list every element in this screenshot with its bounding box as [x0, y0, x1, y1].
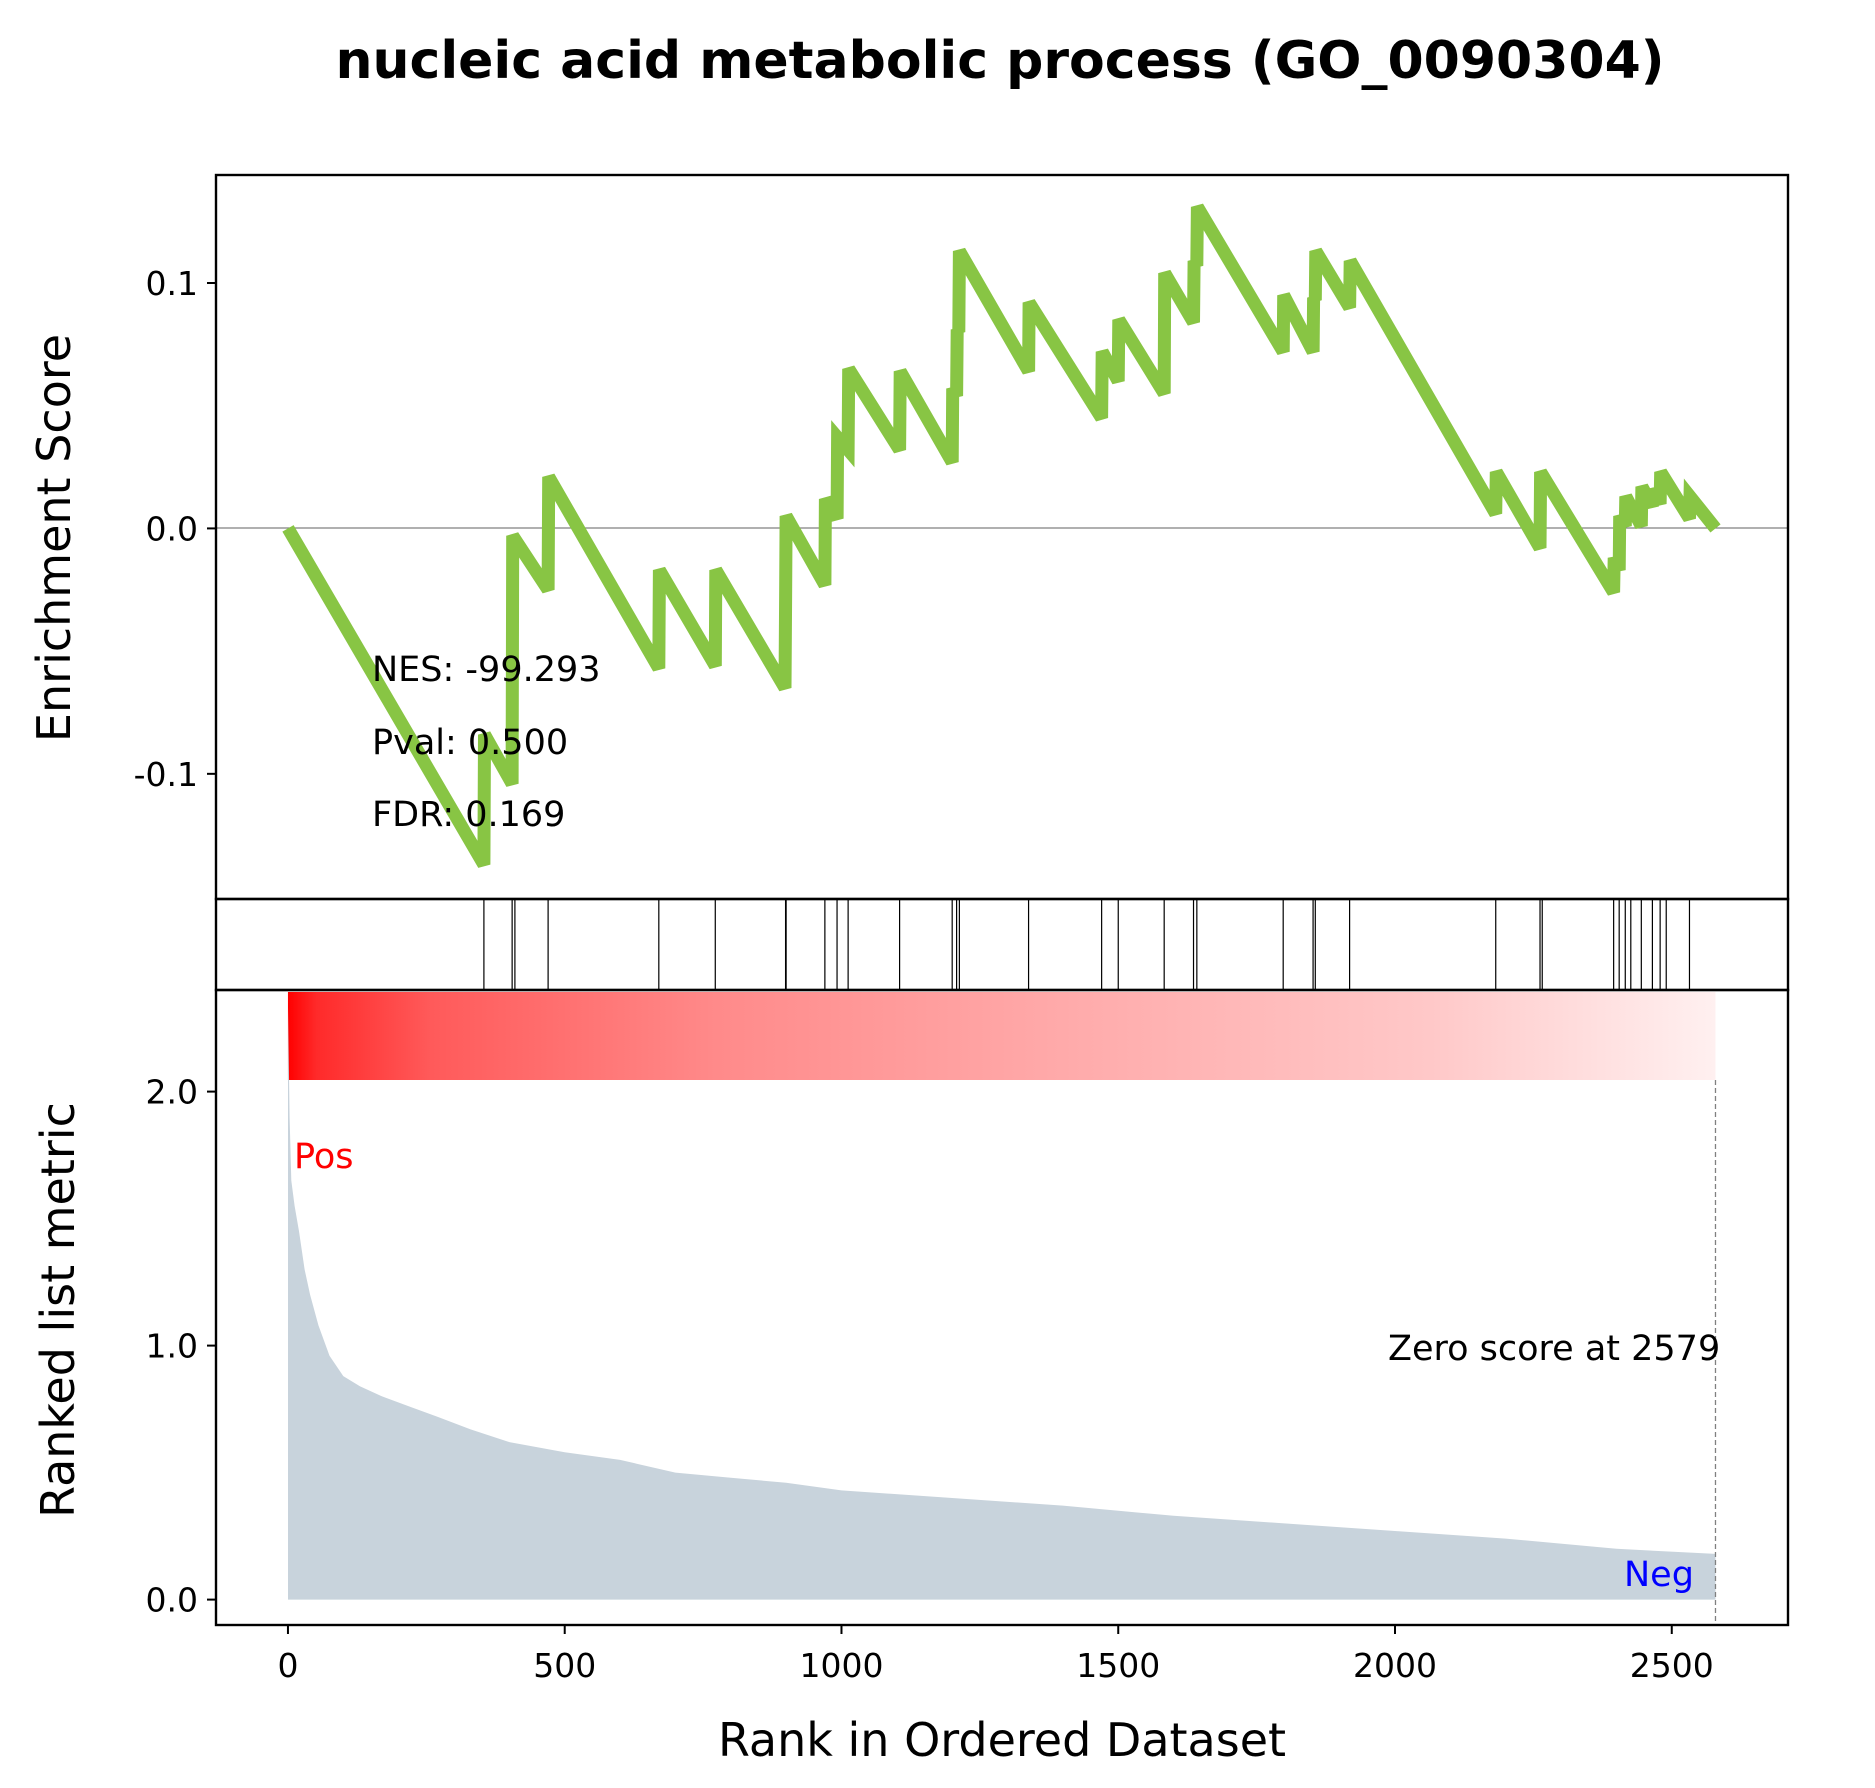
es-panel: 0.1 0.0 -0.1 NES: -99.293 Pval: 0.500 FDR:… [27, 173, 1790, 901]
x-tick-label: 500 [533, 1646, 596, 1685]
x-tick-label: 0 [277, 1646, 298, 1685]
ranked-metric-area [288, 1007, 1716, 1600]
pos-label: Pos [294, 1137, 354, 1177]
es-line [282, 203, 1721, 868]
metric-y-tick-label: 0.0 [146, 1581, 198, 1620]
es-y-axis-label: Enrichment Score [27, 334, 81, 742]
es-y-tick-label: 0.1 [146, 264, 198, 303]
metric-panel-frame [214, 988, 1790, 1627]
x-tick-label: 1500 [1076, 1646, 1160, 1685]
neg-label: Neg [1624, 1555, 1694, 1595]
x-tick-label: 2500 [1630, 1646, 1714, 1685]
pval-label: Pval: 0.500 [372, 723, 568, 763]
es-y-ticks: 0.1 0.0 -0.1 [134, 264, 216, 794]
metric-y-axis-label: Ranked list metric [31, 1102, 85, 1518]
nes-label: NES: -99.293 [372, 650, 601, 690]
metric-y-tick-label: 1.0 [146, 1327, 198, 1366]
fdr-label: FDR: 0.169 [372, 795, 565, 835]
x-axis-label: Rank in Ordered Dataset [718, 1713, 1286, 1767]
zero-score-label: Zero score at 2579 [1388, 1329, 1720, 1369]
hits-panel [214, 897, 1790, 992]
chart-title: nucleic acid metabolic process (GO_00903… [335, 31, 1664, 91]
hits-panel-frame [214, 897, 1790, 992]
metric-y-tick-label: 2.0 [146, 1073, 198, 1112]
x-axis-ticks: 0 500 1000 1500 2000 2500 [277, 1625, 1714, 1685]
rank-heatmap-bar [287, 992, 1716, 1080]
es-y-tick-label: -0.1 [134, 755, 198, 794]
es-y-tick-label: 0.0 [146, 509, 198, 548]
x-tick-label: 1000 [799, 1646, 883, 1685]
x-tick-label: 2000 [1353, 1646, 1437, 1685]
hit-markers [483, 899, 1691, 990]
metric-panel: Pos Neg Zero score at 2579 2.0 1.0 0.0 Ran… [31, 988, 1790, 1627]
metric-y-ticks: 2.0 1.0 0.0 [146, 1073, 216, 1620]
es-panel-frame [214, 173, 1790, 901]
